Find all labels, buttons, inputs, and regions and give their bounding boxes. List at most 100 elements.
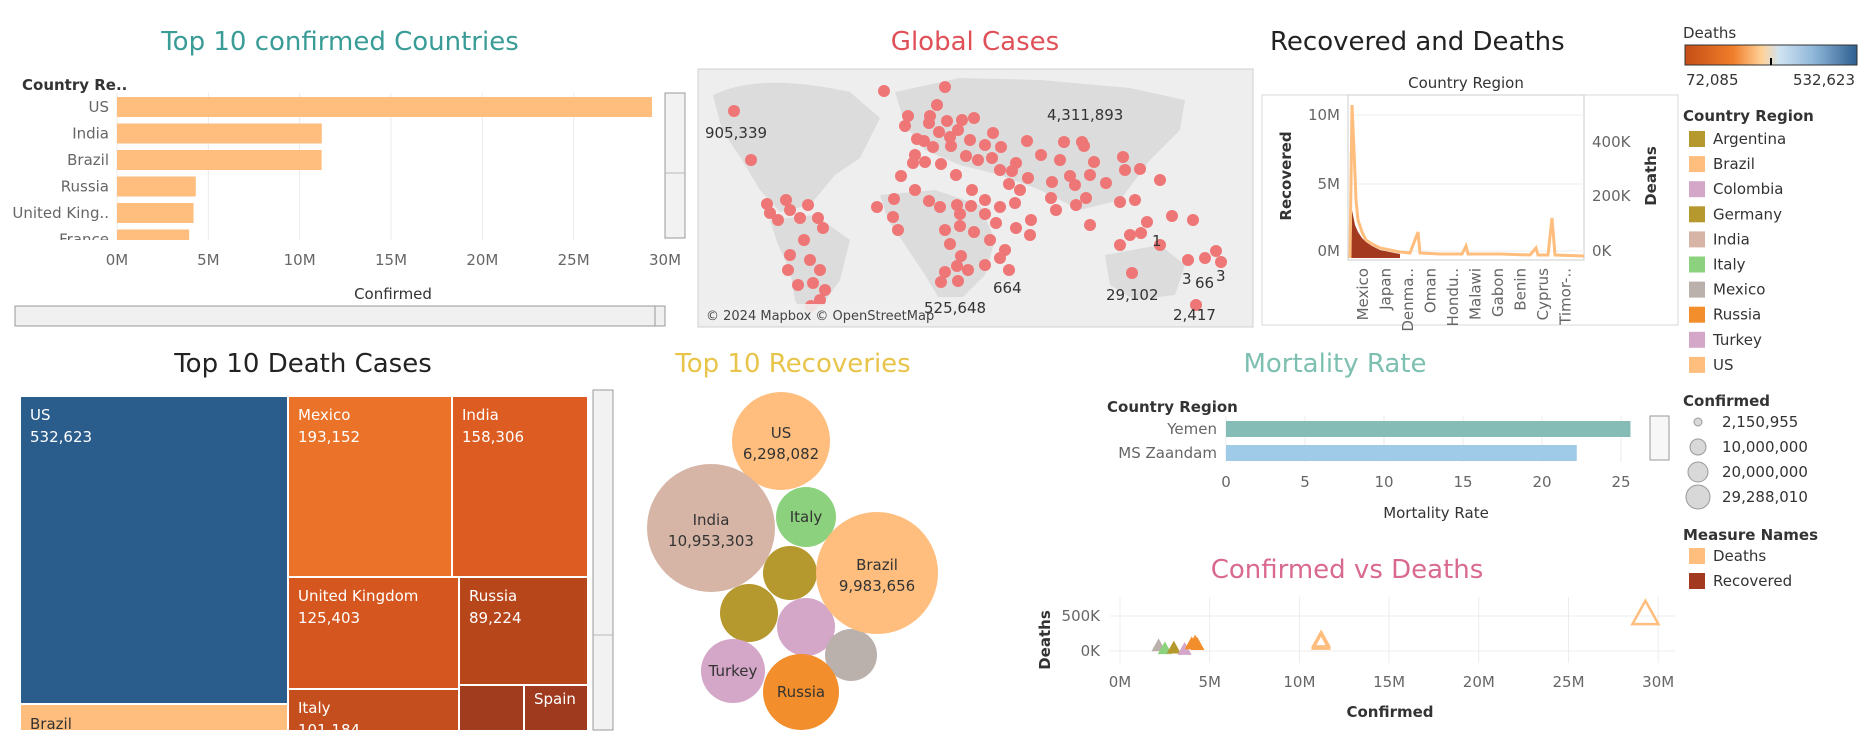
map-case-dot[interactable] (1114, 196, 1126, 208)
recovery-bubble[interactable] (777, 598, 835, 656)
map-case-dot[interactable] (979, 139, 991, 151)
map-case-dot[interactable] (819, 284, 831, 296)
map-case-dot[interactable] (1046, 176, 1058, 188)
map-case-dot[interactable] (1064, 170, 1076, 182)
map-case-dot[interactable] (935, 158, 947, 170)
legend-measure-swatch[interactable] (1689, 548, 1705, 564)
map-case-dot[interactable] (1154, 174, 1166, 186)
map-case-dot[interactable] (1054, 154, 1066, 166)
map-case-dot[interactable] (780, 194, 792, 206)
map-case-dot[interactable] (934, 201, 946, 213)
map-case-dot[interactable] (954, 220, 966, 232)
map-case-dot[interactable] (952, 275, 964, 287)
treemap-cell[interactable] (19, 395, 289, 705)
map-case-dot[interactable] (927, 141, 939, 153)
map-case-dot[interactable] (892, 224, 904, 236)
map-case-dot[interactable] (1035, 149, 1047, 161)
map-case-dot[interactable] (814, 294, 826, 306)
map-case-dot[interactable] (987, 127, 999, 139)
treemap-cell[interactable] (451, 395, 589, 578)
map-case-dot[interactable] (995, 141, 1007, 153)
bar1-bar[interactable] (117, 176, 196, 197)
map-case-dot[interactable] (986, 152, 998, 164)
global-cases-map[interactable]: 905,339 4,311,893 664 29,102 1 3 66 3 2,… (697, 68, 1254, 328)
recovery-bubble[interactable] (701, 639, 765, 703)
legend-country-swatch[interactable] (1689, 131, 1705, 147)
map-case-dot[interactable] (1084, 219, 1096, 231)
map-case-dot[interactable] (1003, 178, 1015, 190)
map-case-dot[interactable] (950, 169, 962, 181)
map-case-dot[interactable] (1117, 151, 1129, 163)
treemap-cell[interactable] (458, 684, 525, 734)
sc-point[interactable] (1310, 629, 1332, 648)
map-case-dot[interactable] (994, 252, 1006, 264)
map-case-dot[interactable] (1182, 254, 1194, 266)
map-case-dot[interactable] (807, 277, 819, 289)
map-case-dot[interactable] (1045, 192, 1057, 204)
map-case-dot[interactable] (1080, 192, 1092, 204)
map-case-dot[interactable] (933, 126, 945, 138)
legend-country-swatch[interactable] (1689, 281, 1705, 298)
map-case-dot[interactable] (1166, 210, 1178, 222)
map-case-dot[interactable] (772, 214, 784, 226)
map-case-dot[interactable] (909, 149, 921, 161)
map-case-dot[interactable] (871, 201, 883, 213)
sc-point[interactable] (1630, 598, 1661, 626)
map-case-dot[interactable] (979, 194, 991, 206)
rd-recovered-series[interactable] (1351, 210, 1400, 258)
map-case-dot[interactable] (968, 112, 980, 124)
map-case-dot[interactable] (1069, 179, 1081, 191)
map-case-dot[interactable] (935, 276, 947, 288)
map-case-dot[interactable] (895, 170, 907, 182)
map-case-dot[interactable] (994, 164, 1006, 176)
map-case-dot[interactable] (784, 204, 796, 216)
map-case-dot[interactable] (939, 224, 951, 236)
sc-point[interactable] (1184, 636, 1199, 650)
map-case-dot[interactable] (784, 249, 796, 261)
map-case-dot[interactable] (812, 212, 824, 224)
legend-country-swatch[interactable] (1689, 306, 1705, 323)
map-case-dot[interactable] (1210, 245, 1222, 257)
map-case-dot[interactable] (972, 154, 984, 166)
map-case-dot[interactable] (979, 259, 991, 271)
map-case-dot[interactable] (990, 217, 1002, 229)
map-case-dot[interactable] (802, 199, 814, 211)
map-case-dot[interactable] (878, 85, 890, 97)
map-case-dot[interactable] (960, 150, 972, 162)
map-case-dot[interactable] (1088, 156, 1100, 168)
bar1-vertical-scrollbar[interactable] (664, 92, 686, 239)
recovery-bubble[interactable] (647, 464, 775, 592)
treemap-scrollbar[interactable] (592, 389, 614, 731)
sc-point[interactable] (1157, 641, 1172, 655)
map-case-dot[interactable] (1025, 214, 1037, 226)
map-case-dot[interactable] (954, 208, 966, 220)
map-case-dot[interactable] (941, 115, 953, 127)
map-case-dot[interactable] (792, 279, 804, 291)
rd-deaths-series[interactable] (1348, 104, 1585, 259)
map-case-dot[interactable] (1024, 229, 1036, 241)
map-case-dot[interactable] (923, 195, 935, 207)
map-case-dot[interactable] (1199, 252, 1211, 264)
map-case-dot[interactable] (939, 266, 951, 278)
top10-recoveries-bubbles[interactable]: US 6,298,082 India 10,953,303 Italy Brazil 9,9… (647, 392, 938, 730)
map-case-dot[interactable] (966, 184, 978, 196)
legend-country-swatch[interactable] (1689, 356, 1705, 373)
map-case-dot[interactable] (804, 254, 816, 266)
map-case-dot[interactable] (939, 81, 951, 93)
legend-country-swatch[interactable] (1689, 231, 1705, 248)
recovery-bubble[interactable] (720, 584, 778, 642)
map-case-dot[interactable] (994, 201, 1006, 213)
map-case-dot[interactable] (1154, 239, 1166, 251)
map-case-dot[interactable] (952, 124, 964, 136)
map-case-dot[interactable] (899, 120, 911, 132)
mort-bar[interactable] (1226, 421, 1631, 437)
map-case-dot[interactable] (956, 114, 968, 126)
map-case-dot[interactable] (944, 238, 956, 250)
map-case-dot[interactable] (1114, 239, 1126, 251)
map-case-dot[interactable] (931, 99, 943, 111)
map-case-dot[interactable] (965, 200, 977, 212)
map-case-dot[interactable] (817, 222, 829, 234)
bar1-bar[interactable] (117, 150, 322, 170)
bar1-bar[interactable] (117, 97, 652, 117)
map-case-dot[interactable] (1119, 164, 1131, 176)
